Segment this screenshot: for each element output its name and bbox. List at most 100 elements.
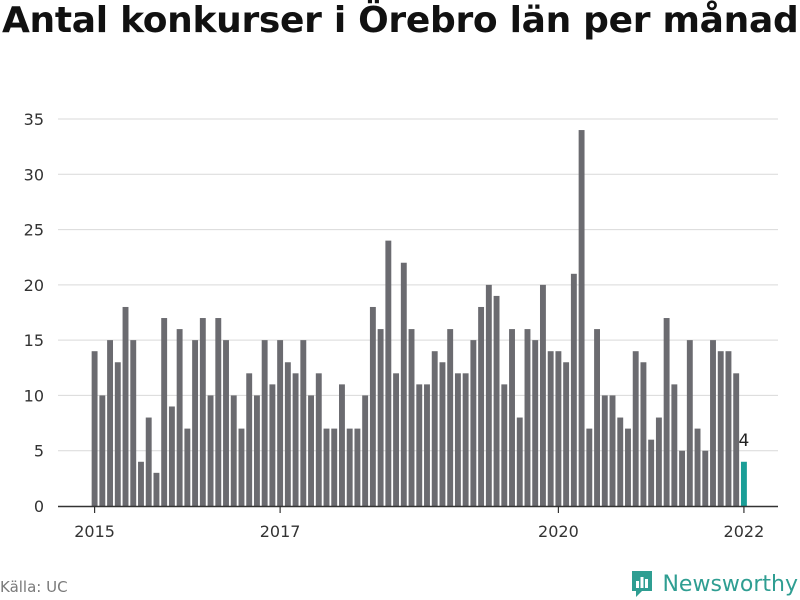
bar-13 [192,340,199,506]
bar-10 [168,406,175,506]
bar-34 [354,428,361,506]
y-tick-label-15: 15 [24,331,44,350]
bar-78 [694,428,701,506]
bar-49 [470,340,477,506]
bar-77 [686,340,693,506]
bar-82 [725,351,732,506]
bar-18 [230,395,237,506]
bar-26 [292,373,299,506]
bar-51 [485,284,492,506]
bar-25 [284,362,291,506]
bar-76 [679,450,686,506]
bar-44 [431,351,438,506]
bar-63 [578,130,585,507]
x-tick-label-2017: 2017 [260,522,301,541]
bar-47 [454,373,461,506]
bar-60 [555,351,562,506]
bar-33 [346,428,353,506]
bar-68 [617,417,624,506]
bar-50 [478,306,485,506]
bar-69 [625,428,631,506]
bar-80 [710,340,716,506]
bar-56 [524,329,531,506]
annotations: 4 [739,431,750,451]
bar-57 [532,340,539,506]
y-tick-label-20: 20 [24,276,44,295]
bar-84 [740,461,747,506]
bar-3 [114,362,121,506]
bar-61 [563,362,570,506]
bar-70 [632,351,639,506]
bar-17 [223,340,229,506]
y-tick-label-25: 25 [24,221,44,240]
bar-23 [269,384,276,506]
bar-74 [663,318,670,506]
chart-title: Antal konkurser i Örebro län per månad [2,0,799,41]
bar-72 [648,439,655,506]
bar-chart: 0 5 10 15 20 25 30 35 2015 2017 2020 2022 4 [24,110,778,541]
bar-4 [122,306,129,506]
bar-15 [207,395,214,506]
bar-16 [215,318,222,506]
y-axis-tick-labels: 0 5 10 15 20 25 30 35 [24,110,44,516]
bar-39 [393,373,400,506]
bar-32 [339,384,345,506]
bar-24 [277,340,284,506]
bar-6 [138,461,144,506]
bar-45 [439,362,446,506]
y-tick-label-10: 10 [24,386,44,405]
bar-79 [702,450,709,506]
bar-52 [493,295,500,506]
brand-name: Newsworthy [662,571,798,597]
bar-46 [447,329,454,506]
bar-22 [261,340,268,506]
y-tick-label-5: 5 [34,442,44,461]
bar-58 [539,284,546,506]
bar-27 [300,340,307,506]
bar-20 [246,373,253,506]
bar-83 [733,373,740,506]
bar-40 [400,262,407,506]
bar-62 [570,273,577,506]
bar-42 [416,384,423,506]
bar-59 [547,351,554,506]
x-axis: 2015 2017 2020 2022 [58,505,778,541]
bar-48 [462,373,469,506]
bar-55 [516,417,523,506]
bars [91,130,747,507]
bar-64 [586,428,593,506]
source-label: Källa: UC [0,578,68,596]
bar-5 [130,340,137,506]
bar-73 [655,417,662,506]
highlight-value-label: 4 [739,431,750,451]
bar-9 [161,318,168,506]
bar-71 [640,362,647,506]
bar-66 [601,395,608,506]
bar-35 [362,395,369,506]
bar-12 [184,428,191,506]
bar-53 [501,384,508,506]
bar-36 [369,306,376,506]
bar-8 [153,472,160,506]
bar-37 [377,329,384,506]
bar-29 [315,373,322,506]
bar-0 [91,351,98,506]
brand: Newsworthy [630,568,798,600]
bar-43 [424,384,430,506]
bar-67 [609,395,616,506]
bar-54 [509,329,515,506]
y-tick-label-30: 30 [24,165,44,184]
bar-81 [717,351,724,506]
bar-2 [107,340,114,506]
bar-1 [99,395,106,506]
x-tick-label-2022: 2022 [724,522,765,541]
bar-7 [145,417,152,506]
bar-31 [331,428,338,506]
bar-65 [594,329,600,506]
bar-41 [408,329,415,506]
y-tick-label-35: 35 [24,110,44,129]
bar-19 [238,428,245,506]
y-tick-label-0: 0 [34,497,44,516]
newsworthy-logo-icon [632,571,653,597]
bar-14 [199,318,206,506]
